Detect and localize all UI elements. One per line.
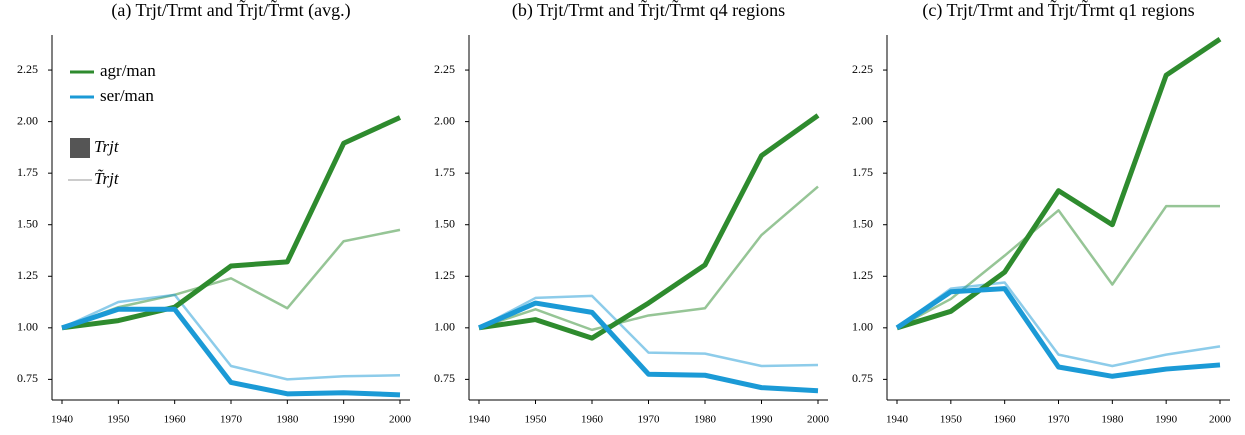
x-tick-label: 1980 <box>1101 414 1124 426</box>
x-tick-label: 2000 <box>1209 414 1232 426</box>
x-tick-label: 1970 <box>1048 414 1071 426</box>
x-tick-label: 1940 <box>51 414 74 426</box>
x-tick-label: 1990 <box>333 414 356 426</box>
x-tick-label: 1980 <box>276 414 299 426</box>
y-tick-label: 1.50 <box>17 216 38 230</box>
chart-title: (a) Trjt/Trmt and T̃rjt/T̃rmt (avg.) <box>111 0 350 21</box>
y-tick-label: 2.25 <box>434 62 455 76</box>
y-tick-label: 0.75 <box>434 371 455 385</box>
x-tick-label: 1960 <box>164 414 187 426</box>
x-tick-label: 1970 <box>638 414 661 426</box>
legend-label: T̃rjt <box>94 169 120 188</box>
y-tick-label: 2.25 <box>17 62 38 76</box>
x-tick-label: 1990 <box>751 414 774 426</box>
x-tick-label: 1940 <box>886 414 909 426</box>
x-tick-label: 1950 <box>107 414 130 426</box>
x-tick-label: 1950 <box>940 414 963 426</box>
x-tick-label: 1970 <box>220 414 243 426</box>
y-tick-label: 1.75 <box>434 165 455 179</box>
y-tick-label: 2.00 <box>434 113 455 127</box>
series-line <box>478 113 820 341</box>
series-line <box>478 294 819 368</box>
x-tick-label: 1980 <box>694 414 717 426</box>
y-tick-label: 1.25 <box>17 268 38 282</box>
series-line <box>896 204 1220 329</box>
chart-title: (b) Trjt/Trmt and T̃rjt/T̃rmt q4 regions <box>512 0 785 21</box>
series-line <box>478 185 819 332</box>
y-tick-label: 2.00 <box>17 113 38 127</box>
series-line <box>61 115 402 331</box>
series-line <box>895 286 1221 379</box>
series-line <box>896 37 1222 331</box>
y-tick-label: 1.00 <box>852 320 873 334</box>
y-tick-label: 1.50 <box>434 216 455 230</box>
series-line <box>896 281 1221 368</box>
x-tick-label: 1960 <box>581 414 604 426</box>
y-tick-label: 1.50 <box>852 216 873 230</box>
chart-title: (c) Trjt/Trmt and T̃rjt/T̃rmt q1 regions <box>922 0 1194 21</box>
y-tick-label: 1.25 <box>434 268 455 282</box>
series-line <box>61 293 401 381</box>
x-tick-label: 1990 <box>1155 414 1178 426</box>
y-tick-label: 1.00 <box>17 320 38 334</box>
legend-swatch <box>70 138 90 158</box>
legend-label: agr/man <box>100 61 156 80</box>
x-tick-label: 2000 <box>807 414 830 426</box>
series-line <box>61 306 401 398</box>
y-tick-label: 2.00 <box>852 113 873 127</box>
legend-label: Trjt <box>94 137 120 156</box>
series-line <box>477 300 819 394</box>
x-tick-label: 1950 <box>525 414 548 426</box>
x-tick-label: 2000 <box>389 414 412 426</box>
legend-label: ser/man <box>100 86 154 105</box>
y-tick-label: 0.75 <box>852 371 873 385</box>
x-tick-label: 1960 <box>994 414 1017 426</box>
y-tick-label: 1.25 <box>852 268 873 282</box>
x-tick-label: 1940 <box>468 414 491 426</box>
y-tick-label: 1.00 <box>434 320 455 334</box>
y-tick-label: 1.75 <box>852 165 873 179</box>
y-tick-label: 0.75 <box>17 371 38 385</box>
y-tick-label: 2.25 <box>852 62 873 76</box>
y-tick-label: 1.75 <box>17 165 38 179</box>
